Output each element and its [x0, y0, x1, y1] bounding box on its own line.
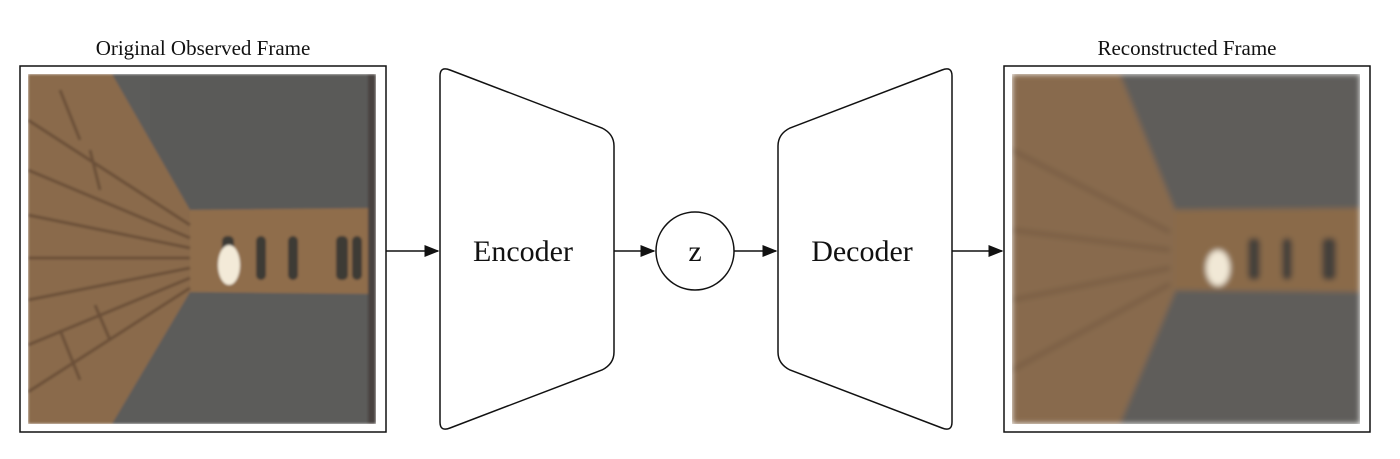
reconstructed-frame: [1003, 65, 1371, 433]
reconstructed-frame-title: Reconstructed Frame: [1097, 36, 1277, 60]
original-frame-title: Original Observed Frame: [95, 36, 311, 60]
latent-node: z: [655, 211, 735, 291]
decoder-label: Decoder: [811, 235, 913, 268]
encoder-label: Encoder: [473, 235, 573, 268]
original-frame-image: [28, 74, 376, 424]
latent-label: z: [688, 235, 701, 268]
encoder-block: Encoder: [439, 68, 615, 430]
reconstructed-frame-image: [1012, 74, 1360, 424]
decoder-block: Decoder: [777, 68, 953, 430]
original-frame: [19, 65, 387, 433]
